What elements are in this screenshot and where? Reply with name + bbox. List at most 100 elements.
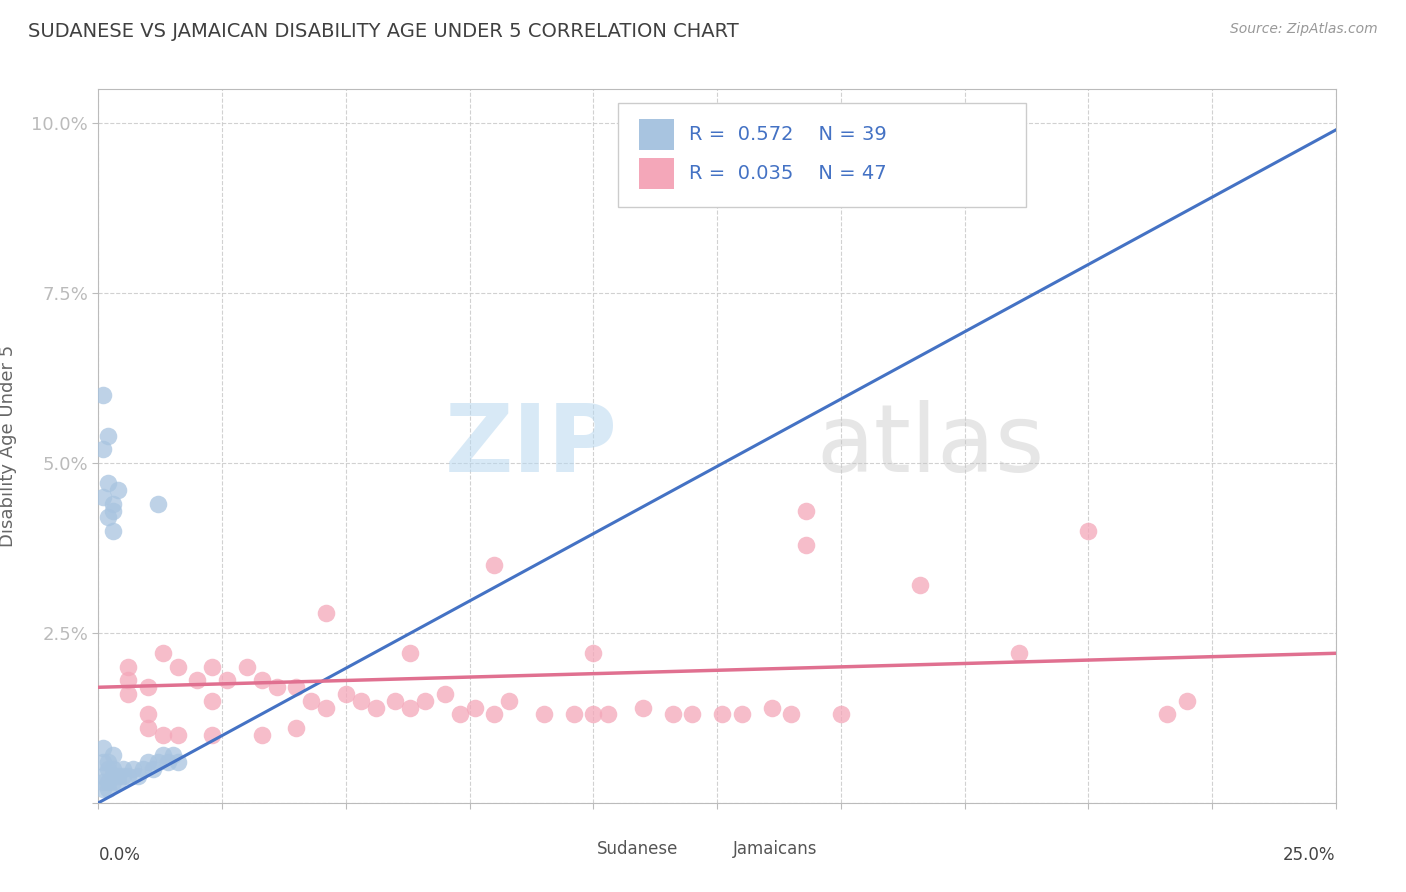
Point: [103, 503, 125, 517]
Bar: [640, 120, 673, 150]
Point: [384, 694, 406, 708]
Point: [761, 700, 783, 714]
Bar: [699, 838, 725, 862]
Point: [103, 775, 125, 789]
Point: [484, 558, 506, 572]
Point: [794, 537, 817, 551]
Point: [1156, 707, 1178, 722]
FancyBboxPatch shape: [619, 103, 1026, 207]
Point: [127, 769, 149, 783]
Point: [562, 707, 585, 722]
Y-axis label: Disability Age Under 5: Disability Age Under 5: [0, 345, 17, 547]
Point: [117, 660, 139, 674]
Point: [250, 728, 273, 742]
Point: [315, 606, 337, 620]
Point: [217, 673, 239, 688]
Point: [97, 510, 120, 524]
Text: 25.0%: 25.0%: [1284, 846, 1336, 863]
Point: [117, 673, 139, 688]
Point: [582, 707, 605, 722]
Text: Jamaicans: Jamaicans: [733, 840, 818, 858]
Text: atlas: atlas: [815, 400, 1045, 492]
Point: [780, 707, 803, 722]
Point: [794, 503, 817, 517]
Point: [112, 762, 135, 776]
Point: [1008, 646, 1031, 660]
Point: [315, 700, 337, 714]
Point: [103, 769, 125, 783]
Point: [136, 721, 159, 735]
Point: [93, 782, 115, 797]
Point: [93, 442, 115, 457]
Point: [97, 429, 120, 443]
Point: [1077, 524, 1099, 538]
Text: ZIP: ZIP: [446, 400, 619, 492]
Point: [136, 755, 159, 769]
Point: [97, 782, 120, 797]
Point: [464, 700, 486, 714]
Point: [201, 694, 224, 708]
Point: [908, 578, 931, 592]
Point: [285, 680, 308, 694]
Point: [117, 687, 139, 701]
Point: [152, 646, 174, 660]
Text: 0.0%: 0.0%: [98, 846, 141, 863]
Point: [117, 769, 139, 783]
Point: [399, 646, 422, 660]
Point: [498, 694, 520, 708]
Point: [299, 694, 322, 708]
Bar: [640, 159, 673, 189]
Point: [433, 687, 456, 701]
Point: [152, 728, 174, 742]
Text: R =  0.035    N = 47: R = 0.035 N = 47: [689, 164, 886, 183]
Text: SUDANESE VS JAMAICAN DISABILITY AGE UNDER 5 CORRELATION CHART: SUDANESE VS JAMAICAN DISABILITY AGE UNDE…: [28, 22, 740, 41]
Point: [166, 660, 188, 674]
Point: [449, 707, 471, 722]
Point: [156, 755, 179, 769]
Point: [582, 646, 605, 660]
Point: [93, 775, 115, 789]
Point: [103, 748, 125, 763]
Point: [661, 707, 683, 722]
Point: [93, 388, 115, 402]
Point: [93, 741, 115, 756]
Point: [136, 707, 159, 722]
Point: [533, 707, 555, 722]
Point: [132, 762, 155, 776]
Point: [413, 694, 436, 708]
Point: [186, 673, 208, 688]
Point: [107, 775, 129, 789]
Point: [598, 707, 620, 722]
Point: [830, 707, 852, 722]
Point: [107, 769, 129, 783]
Point: [136, 680, 159, 694]
Point: [152, 748, 174, 763]
Point: [631, 700, 654, 714]
Point: [103, 762, 125, 776]
Point: [93, 769, 115, 783]
Point: [166, 728, 188, 742]
Point: [711, 707, 734, 722]
Point: [201, 728, 224, 742]
Point: [103, 524, 125, 538]
Bar: [562, 838, 589, 862]
Point: [250, 673, 273, 688]
Point: [731, 707, 754, 722]
Point: [93, 490, 115, 504]
Point: [107, 483, 129, 498]
Point: [162, 748, 184, 763]
Point: [266, 680, 288, 694]
Point: [93, 755, 115, 769]
Point: [350, 694, 373, 708]
Point: [399, 700, 422, 714]
Point: [166, 755, 188, 769]
Text: Source: ZipAtlas.com: Source: ZipAtlas.com: [1230, 22, 1378, 37]
Text: R =  0.572    N = 39: R = 0.572 N = 39: [689, 125, 886, 144]
Point: [112, 769, 135, 783]
Point: [681, 707, 703, 722]
Point: [146, 755, 169, 769]
Point: [97, 755, 120, 769]
Point: [484, 707, 506, 722]
Point: [97, 762, 120, 776]
Point: [335, 687, 357, 701]
